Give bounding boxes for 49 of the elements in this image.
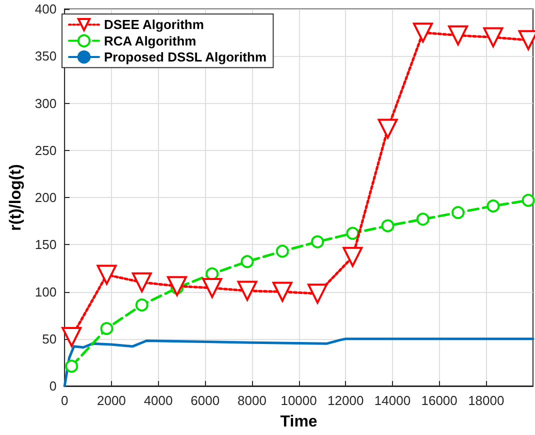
y-tick-label: 400	[34, 2, 57, 16]
y-tick-label: 350	[34, 48, 57, 64]
point	[202, 278, 222, 298]
point	[522, 194, 535, 207]
y-tick-label: 200	[34, 190, 57, 205]
point	[65, 360, 78, 373]
x-tick-label: 2000	[96, 393, 126, 408]
point	[276, 244, 289, 258]
x-tick-label: 12000	[328, 393, 364, 408]
point	[346, 226, 360, 240]
point	[237, 280, 258, 301]
x-tick-label: 0	[60, 393, 68, 408]
point	[132, 272, 152, 292]
point	[381, 219, 394, 232]
x-tick-label: 16000	[421, 393, 458, 408]
y-tick-label: 100	[34, 284, 57, 300]
point	[62, 326, 82, 347]
y-tick-label: 300	[34, 96, 57, 111]
point	[412, 22, 433, 43]
point	[135, 298, 148, 312]
legend-label: RCA Algorithm	[104, 33, 196, 48]
x-tick-label: 18000	[468, 393, 504, 408]
point	[308, 284, 328, 304]
x-axis-title: Time	[280, 414, 318, 430]
point	[96, 264, 117, 285]
x-tick-label: 10000	[280, 393, 317, 408]
point	[483, 27, 504, 48]
point	[100, 322, 114, 336]
x-tick-label: 8000	[237, 393, 266, 408]
point	[378, 118, 398, 139]
point	[167, 276, 188, 296]
point	[311, 235, 324, 248]
y-tick-label: 0	[49, 378, 57, 394]
legend-label: Proposed DSSL Algorithm	[104, 50, 267, 64]
x-tick-label: 14000	[374, 393, 411, 408]
point	[452, 206, 465, 220]
legend-label: DSEE Algorithm	[104, 17, 204, 32]
point	[448, 25, 468, 46]
y-axis-title: r(t)/log(t)	[8, 164, 24, 231]
point	[416, 212, 430, 226]
y-tick-label: 150	[34, 237, 57, 252]
point	[486, 199, 500, 212]
point	[342, 246, 363, 267]
y-tick-label: 50	[42, 331, 57, 346]
x-tick-label: 4000	[144, 393, 173, 408]
point	[240, 255, 254, 268]
x-tick-label: 6000	[190, 393, 220, 408]
y-tick-label: 250	[34, 142, 57, 158]
point	[272, 282, 292, 302]
